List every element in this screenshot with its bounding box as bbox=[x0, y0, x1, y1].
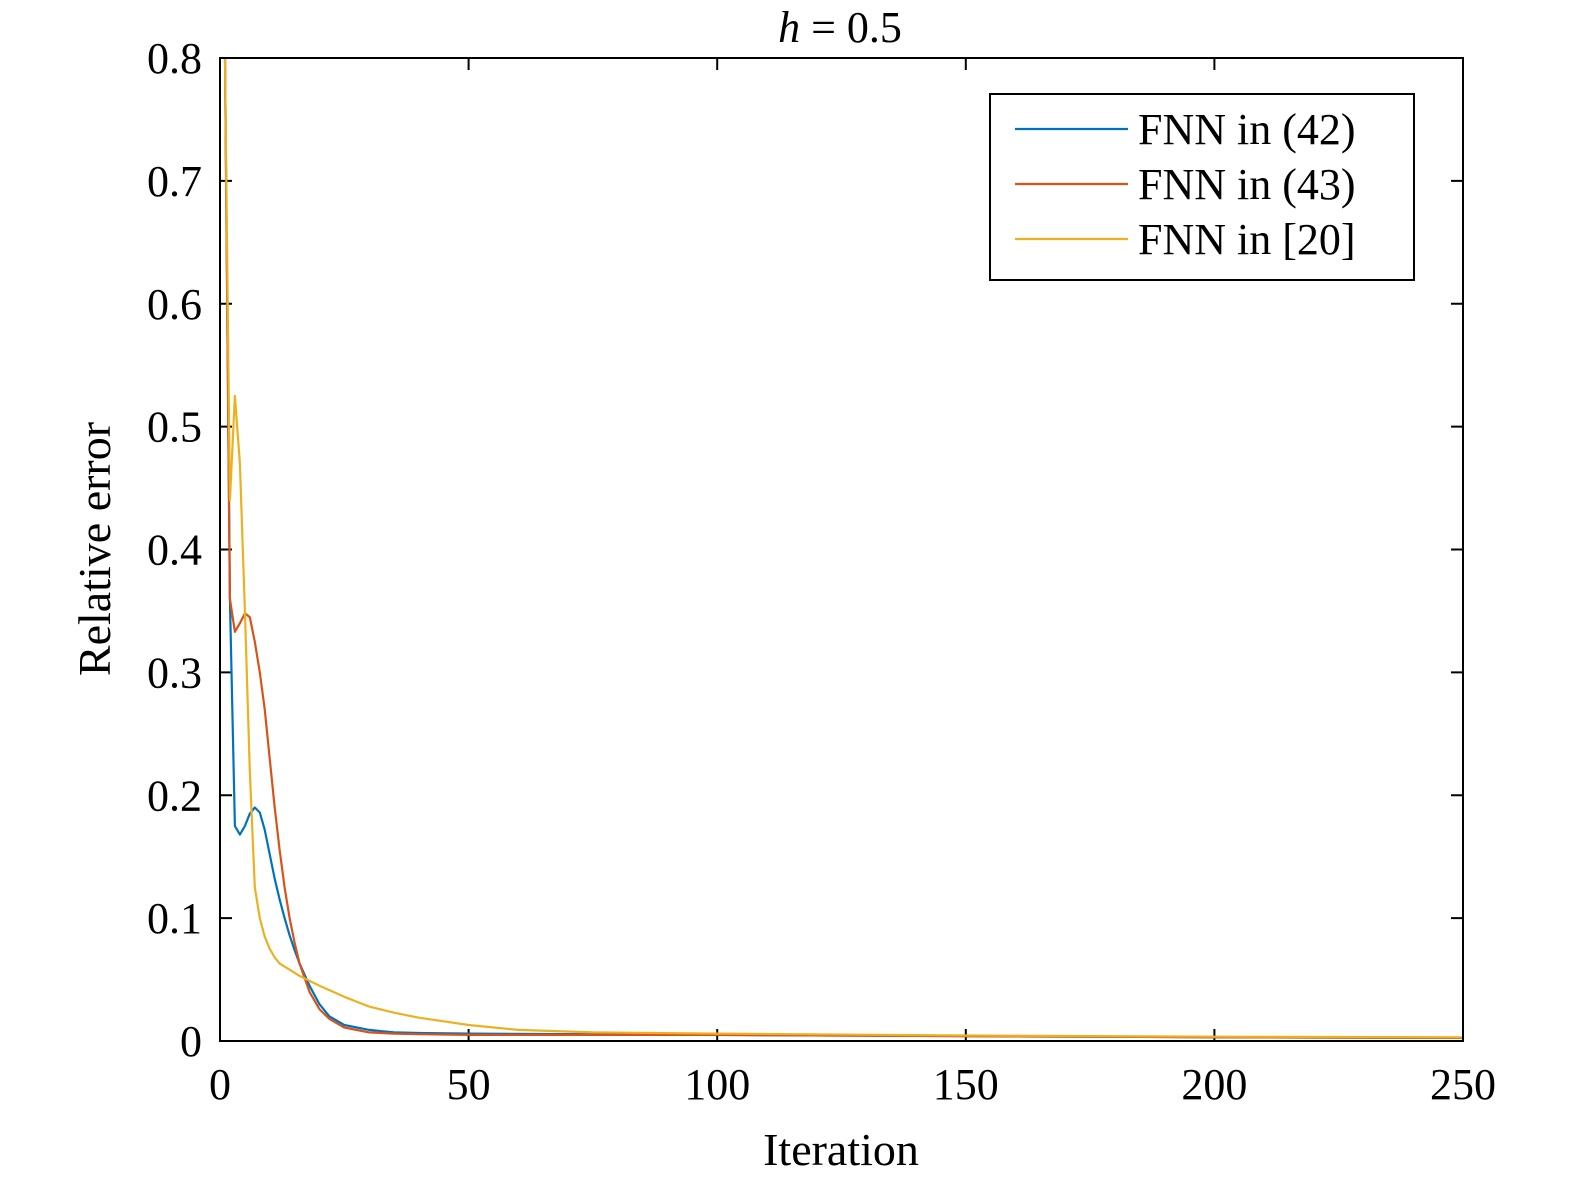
y-tick-label: 0.7 bbox=[147, 157, 202, 206]
y-tick-label: 0.8 bbox=[147, 34, 202, 83]
y-tick-label: 0.2 bbox=[147, 771, 202, 820]
legend-label-3: FNN in [20] bbox=[1138, 215, 1356, 264]
series-line-2 bbox=[223, 57, 1464, 1040]
series-line-3 bbox=[223, 57, 1464, 1039]
x-tick-labels: 0 50 100 150 200 250 bbox=[209, 1060, 1496, 1109]
chart-title-value: = 0.5 bbox=[800, 3, 902, 52]
x-tick-label: 250 bbox=[1430, 1060, 1496, 1109]
x-tick-label: 50 bbox=[447, 1060, 491, 1109]
y-tick-label: 0.3 bbox=[147, 648, 202, 697]
legend-label-1: FNN in (42) bbox=[1138, 105, 1356, 154]
y-axis-label: Relative error bbox=[69, 422, 120, 676]
y-tick-label: 0.4 bbox=[147, 526, 202, 575]
series-layer bbox=[223, 57, 1464, 1040]
x-tick-label: 100 bbox=[684, 1060, 750, 1109]
chart-title: h = 0.5 bbox=[778, 3, 902, 52]
y-tick-label: 0 bbox=[180, 1017, 202, 1066]
y-tick-labels: 0 0.1 0.2 0.3 0.4 0.5 0.6 0.7 0.8 bbox=[147, 34, 202, 1066]
legend: FNN in (42) FNN in (43) FNN in [20] bbox=[989, 93, 1415, 281]
y-tick-label: 0.6 bbox=[147, 280, 202, 329]
legend-box bbox=[989, 93, 1415, 281]
x-tick-label: 150 bbox=[933, 1060, 999, 1109]
chart-title-variable: h bbox=[778, 3, 800, 52]
x-axis-label: Iteration bbox=[763, 1124, 919, 1175]
legend-label-2: FNN in (43) bbox=[1138, 160, 1356, 209]
y-tick-label: 0.1 bbox=[147, 894, 202, 943]
series-line-1 bbox=[223, 57, 1464, 1040]
x-tick-label: 0 bbox=[209, 1060, 231, 1109]
plot-frame bbox=[219, 57, 1464, 1042]
x-tick-label: 200 bbox=[1181, 1060, 1247, 1109]
y-tick-label: 0.5 bbox=[147, 403, 202, 452]
